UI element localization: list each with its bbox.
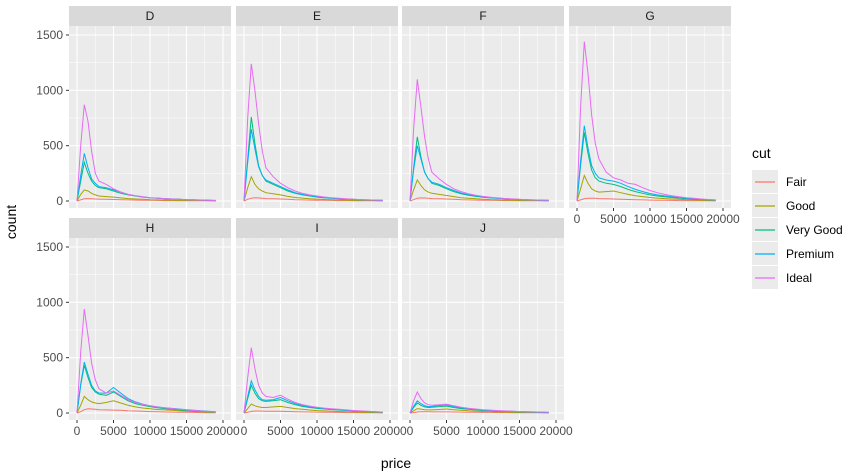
series-line-e-good [243, 175, 383, 202]
series-line-i-good [243, 403, 383, 414]
x-tick-label: 0 [574, 212, 581, 226]
facet-strip-label-d: D [146, 9, 155, 23]
x-tick-label: 0 [241, 424, 248, 438]
series-line-f-good [409, 178, 549, 202]
y-tick-label: 1500 [36, 240, 63, 254]
x-tick-label: 15000 [337, 424, 371, 438]
facet-strip-label-j: J [480, 221, 486, 235]
legend-label-very-good: Very Good [786, 223, 843, 237]
facet-strip-label-e: E [313, 9, 321, 23]
legend-label-premium: Premium [786, 247, 834, 261]
x-tick-label: 10000 [466, 424, 500, 438]
y-tick-label: 1000 [36, 83, 63, 97]
y-tick-label: 500 [43, 351, 63, 365]
series-line-e-ideal [243, 63, 383, 202]
legend-label-fair: Fair [786, 175, 807, 189]
legend-entry-premium: Premium [752, 242, 834, 265]
facet-strip-label-f: F [479, 9, 486, 23]
y-tick-label: 1000 [36, 295, 63, 309]
facet-panel-e: E [236, 6, 398, 208]
series-line-h-good [76, 395, 216, 414]
series-line-i-ideal [243, 347, 383, 414]
x-tick-label: 5000 [433, 424, 460, 438]
facet-strip-f [402, 6, 564, 26]
legend-entry-fair: Fair [752, 170, 807, 193]
x-axis-title: price [381, 455, 412, 471]
x-tick-label: 0 [74, 424, 81, 438]
series-line-d-ideal [76, 104, 216, 202]
facet-strip-label-g: G [645, 9, 654, 23]
facet-panel-i: I 0 5000 10000 15000 20000 [236, 218, 407, 438]
facet-panel-d: D 0 500 1000 1500 [36, 6, 231, 208]
legend-entry-good: Good [752, 194, 815, 217]
facet-strip-e [236, 6, 398, 26]
x-tick-label: 0 [407, 424, 414, 438]
y-tick-label: 0 [56, 406, 63, 420]
x-tick-label: 10000 [133, 424, 167, 438]
series-line-h-fair [76, 408, 216, 414]
x-tick-label: 20000 [206, 424, 240, 438]
facet-strip-label-h: H [146, 221, 155, 235]
x-tick-label: 20000 [706, 212, 740, 226]
legend-label-ideal: Ideal [786, 271, 812, 285]
series-line-g-fair [576, 197, 716, 202]
y-axis-title: count [3, 205, 19, 239]
series-line-h-very-good [76, 365, 216, 414]
series-line-i-fair [243, 410, 383, 414]
x-tick-label: 10000 [300, 424, 334, 438]
y-tick-label: 1500 [36, 28, 63, 42]
x-tick-label: 15000 [503, 424, 537, 438]
facet-panel-j: J 0 5000 10000 15000 20000 [402, 218, 573, 438]
legend-entry-very-good: Very Good [752, 218, 843, 241]
facet-strip-g [569, 6, 731, 26]
legend-label-good: Good [786, 199, 815, 213]
facet-strip-d [69, 6, 231, 26]
facet-strip-h [69, 218, 231, 238]
facet-panel-g: G 0 5000 10000 15000 20000 [569, 6, 740, 226]
x-tick-label: 5000 [600, 212, 627, 226]
facet-strip-label-i: I [315, 221, 318, 235]
x-tick-label: 20000 [539, 424, 573, 438]
legend: cut Fair Good Very Good Premium Ideal [752, 145, 843, 289]
series-line-d-good [76, 189, 216, 202]
series-line-f-ideal [409, 79, 549, 202]
series-line-g-good [576, 174, 716, 202]
x-tick-label: 5000 [100, 424, 127, 438]
series-line-j-ideal [409, 390, 549, 414]
legend-entry-ideal: Ideal [752, 266, 812, 289]
facet-panel-f: F [402, 6, 564, 208]
series-line-h-ideal [76, 308, 216, 414]
y-tick-label: 500 [43, 139, 63, 153]
x-tick-label: 20000 [373, 424, 407, 438]
legend-title: cut [752, 145, 771, 161]
x-tick-label: 15000 [670, 212, 704, 226]
facet-strip-i [236, 218, 398, 238]
x-tick-label: 10000 [633, 212, 667, 226]
facet-strip-j [402, 218, 564, 238]
x-tick-label: 15000 [170, 424, 204, 438]
y-tick-label: 0 [56, 194, 63, 208]
series-line-g-ideal [576, 41, 716, 202]
x-tick-label: 5000 [267, 424, 294, 438]
